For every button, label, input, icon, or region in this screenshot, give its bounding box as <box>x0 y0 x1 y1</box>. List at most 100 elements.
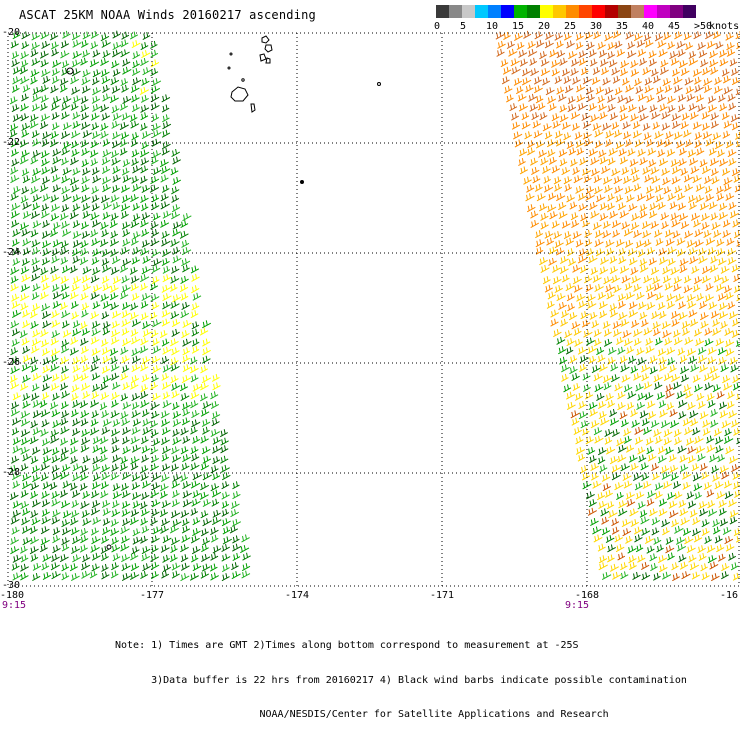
wind-barb <box>12 500 22 509</box>
wind-barb <box>161 248 172 258</box>
wind-barb <box>71 32 81 41</box>
wind-barb <box>733 274 740 283</box>
colorbar-label: 0 <box>434 21 441 32</box>
wind-barb <box>141 131 151 140</box>
wind-barb <box>41 438 51 447</box>
wind-barb <box>212 382 221 391</box>
wind-barb <box>109 220 118 229</box>
wind-barb <box>201 563 211 572</box>
wind-barb <box>131 355 141 364</box>
wind-barb <box>171 562 181 571</box>
wind-barb <box>150 463 159 472</box>
wind-barb <box>51 310 60 319</box>
wind-barb <box>679 508 689 517</box>
wind-barb <box>22 84 31 93</box>
wind-barb <box>606 501 615 510</box>
wind-barb <box>561 364 570 373</box>
wind-barb <box>130 85 140 94</box>
wind-barb <box>506 94 514 103</box>
wind-barb <box>614 534 624 543</box>
wind-barb <box>609 563 619 572</box>
wind-barb <box>61 537 70 546</box>
wind-barb <box>659 409 668 418</box>
wind-barb <box>200 462 210 471</box>
wind-barb <box>151 338 160 347</box>
wind-barb <box>100 382 109 391</box>
wind-barb <box>20 103 29 112</box>
wind-barb <box>59 77 69 86</box>
wind-barb <box>551 165 561 174</box>
wind-barb <box>41 490 50 499</box>
wind-barb <box>728 499 737 508</box>
wind-barb <box>161 570 170 579</box>
wind-barb <box>696 293 704 302</box>
wind-barb <box>40 121 49 130</box>
wind-barb <box>572 76 581 85</box>
wind-barb <box>160 174 169 183</box>
wind-barb <box>80 221 90 230</box>
wind-barb <box>171 446 180 455</box>
wind-barb <box>151 276 160 285</box>
wind-barb <box>515 86 524 95</box>
wind-barb <box>72 320 81 329</box>
wind-barb <box>72 50 82 60</box>
wind-barb <box>662 527 670 536</box>
wind-barb <box>62 510 72 519</box>
wind-barb <box>630 60 639 69</box>
wind-barb <box>684 230 694 239</box>
wind-barb <box>129 571 140 581</box>
wind-barb <box>709 561 719 570</box>
wind-barb <box>161 230 170 239</box>
wind-barb <box>607 400 616 409</box>
wind-barb <box>653 229 663 238</box>
wind-barb <box>91 131 101 140</box>
wind-barb <box>716 186 724 195</box>
colorbar-swatch <box>657 5 670 18</box>
wind-barb <box>221 508 230 517</box>
wind-barb <box>141 292 151 301</box>
wind-barb <box>80 240 89 249</box>
wind-barb <box>534 31 543 40</box>
wind-barb <box>640 462 649 471</box>
wind-barb <box>616 491 624 500</box>
wind-barb <box>664 229 674 238</box>
wind-barb <box>131 175 139 184</box>
wind-barb <box>614 383 623 392</box>
wind-barb <box>20 489 29 498</box>
wind-barb <box>690 212 701 221</box>
wind-barb <box>140 122 148 131</box>
wind-barb <box>568 312 578 321</box>
wind-barb <box>231 518 242 527</box>
wind-barb <box>653 374 663 383</box>
wind-barb <box>31 257 40 266</box>
wind-barb <box>621 519 631 528</box>
wind-barb <box>72 220 81 229</box>
wind-barb <box>132 528 141 537</box>
wind-barb <box>598 555 608 564</box>
wind-barb <box>612 229 621 238</box>
wind-barb <box>41 499 51 508</box>
wind-barb <box>681 320 691 329</box>
wind-barb <box>707 555 717 564</box>
wind-barb <box>210 391 219 400</box>
wind-barb <box>189 365 199 374</box>
wind-barb <box>140 94 149 103</box>
wind-barb <box>119 463 128 472</box>
wind-barb <box>40 526 50 535</box>
wind-barb <box>30 364 39 373</box>
wind-barb <box>110 518 119 527</box>
wind-barb <box>149 446 159 455</box>
wind-barb <box>180 544 189 553</box>
wind-barb <box>607 103 616 112</box>
wind-barb <box>90 30 99 39</box>
wind-barb <box>723 436 734 445</box>
wind-barb <box>564 330 573 339</box>
wind-barb <box>671 113 681 122</box>
wind-barb <box>12 31 21 40</box>
wind-barb <box>617 552 626 561</box>
wind-barb <box>608 510 618 519</box>
wind-barb <box>51 554 60 563</box>
wind-barb <box>100 481 109 490</box>
wind-barb <box>617 293 627 302</box>
wind-barb <box>101 311 110 320</box>
